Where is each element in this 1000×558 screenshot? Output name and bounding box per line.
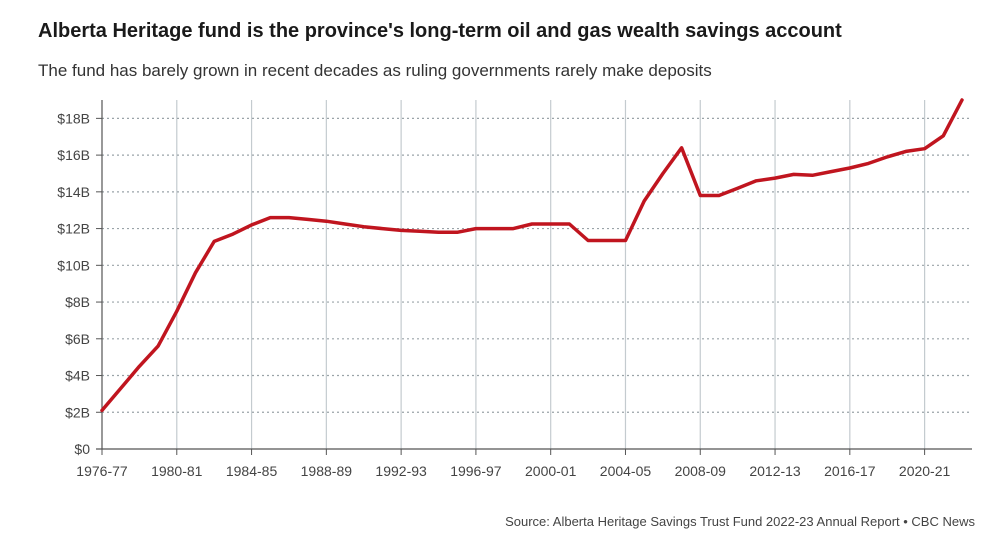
- x-tick-label: 2016-17: [824, 463, 876, 479]
- x-tick-label: 2008-09: [675, 463, 727, 479]
- axes: [96, 100, 972, 455]
- x-tick-label: 1976-77: [76, 463, 128, 479]
- y-tick-label: $4B: [65, 368, 90, 384]
- y-tick-label: $2B: [65, 404, 90, 420]
- y-tick-label: $0: [74, 441, 90, 457]
- x-tick-label: 1984-85: [226, 463, 278, 479]
- chart-title: Alberta Heritage fund is the province's …: [38, 20, 842, 42]
- horizontal-gridlines: [102, 117, 972, 413]
- x-tick-label: 1996-97: [450, 463, 502, 479]
- y-tick-label: $14B: [57, 184, 90, 200]
- source-note: Source: Alberta Heritage Savings Trust F…: [505, 514, 975, 529]
- y-tick-label: $8B: [65, 294, 90, 310]
- vertical-gridlines: [176, 100, 926, 449]
- x-tick-label: 1980-81: [151, 463, 203, 479]
- chart-subtitle: The fund has barely grown in recent deca…: [38, 61, 712, 80]
- x-tick-label: 2000-01: [525, 463, 577, 479]
- y-tick-label: $10B: [57, 257, 90, 273]
- x-tick-label: 2004-05: [600, 463, 652, 479]
- x-tick-label: 2012-13: [749, 463, 801, 479]
- x-tick-label: 1992-93: [375, 463, 427, 479]
- x-tick-label: 1988-89: [301, 463, 353, 479]
- x-axis-tick-labels: 1976-77 1980-81 1984-85 1988-89 1992-93 1996-…: [76, 463, 950, 479]
- series-line: [100, 98, 964, 413]
- y-tick-label: $6B: [65, 331, 90, 347]
- series-group: [100, 98, 964, 413]
- y-tick-label: $18B: [57, 110, 90, 126]
- x-tick-label: 2020-21: [899, 463, 951, 479]
- y-tick-label: $16B: [57, 147, 90, 163]
- y-axis-tick-labels: $0 $2B $4B $6B $8B $10B $12B $14B $16B $18B: [57, 110, 90, 457]
- y-tick-label: $12B: [57, 221, 90, 237]
